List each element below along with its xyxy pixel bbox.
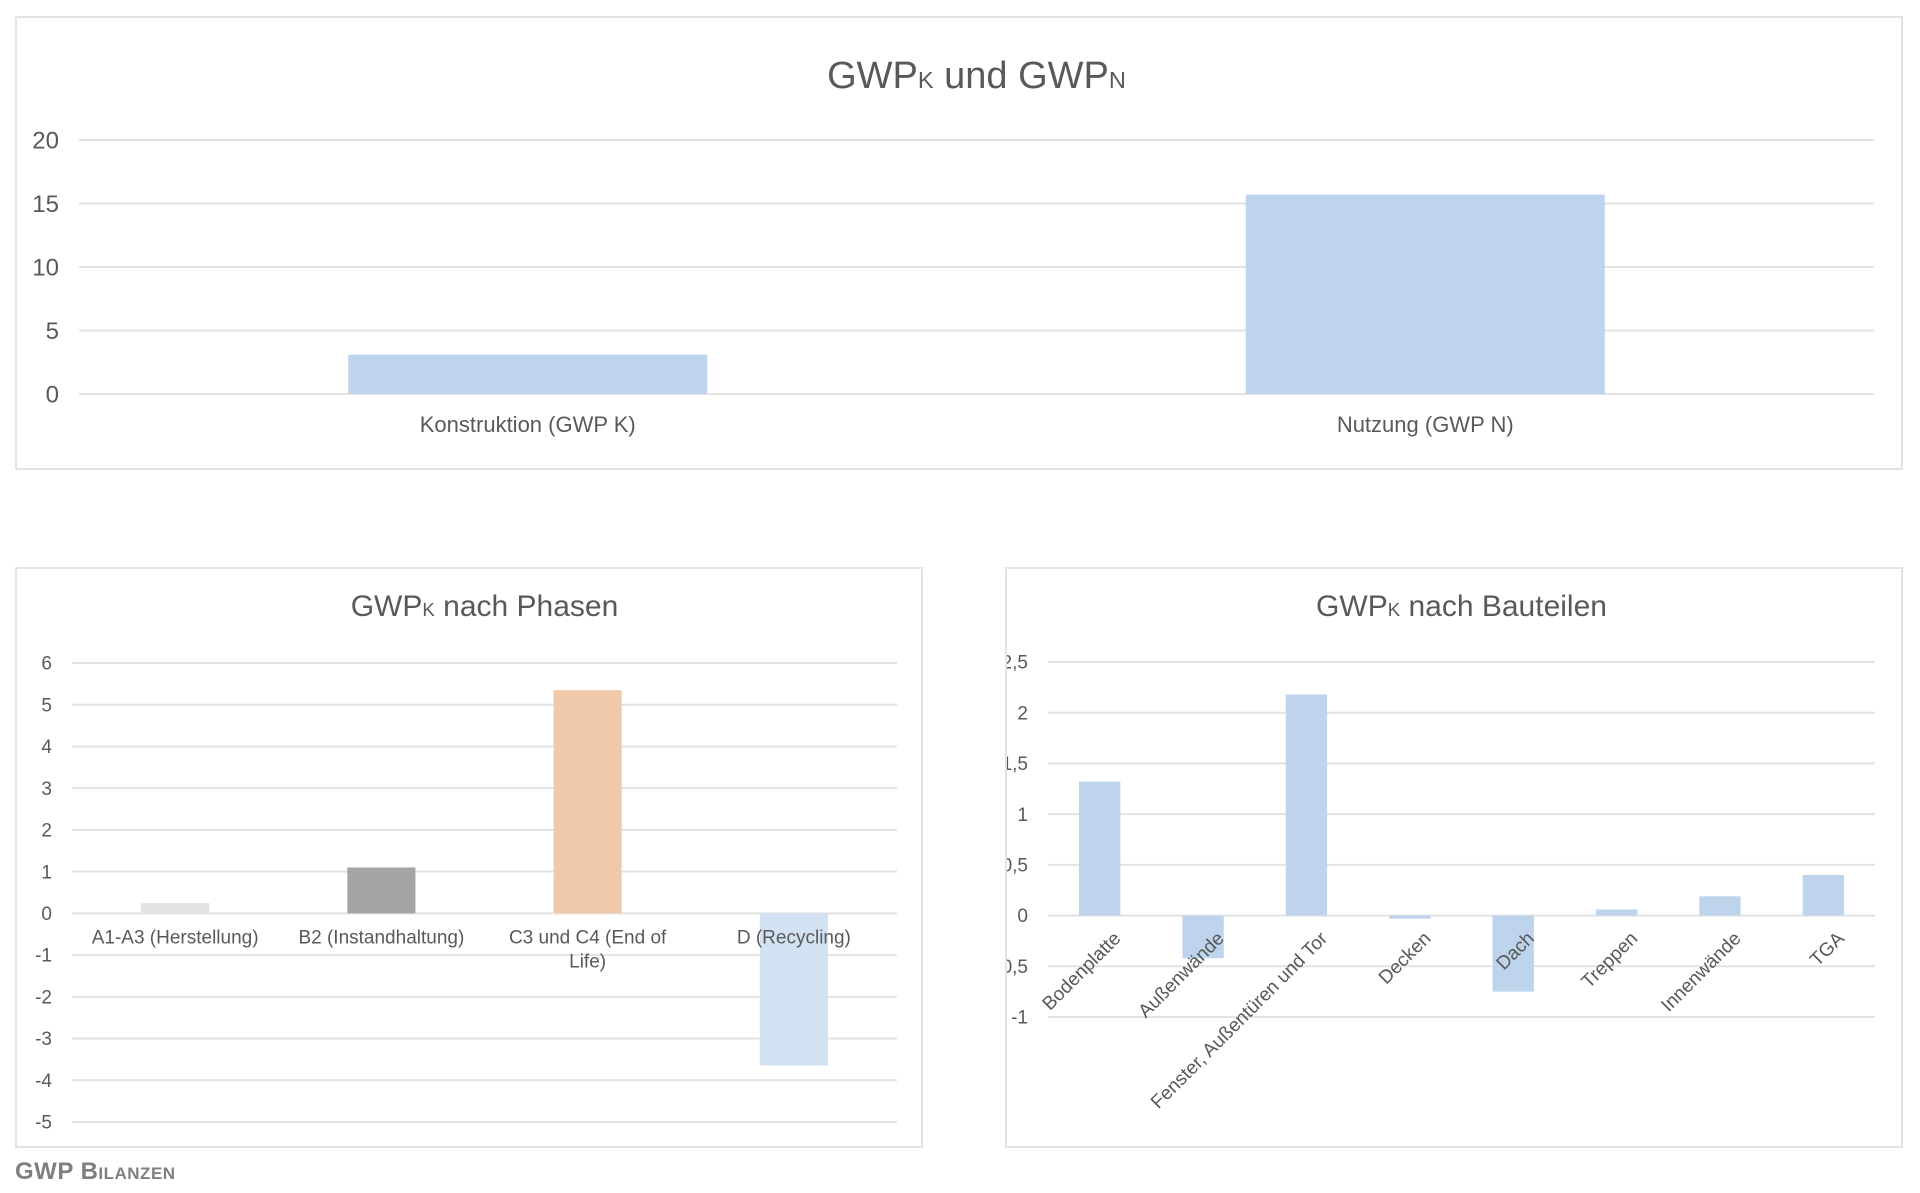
category-label: C3 und C4 (End of Life): [509, 927, 667, 972]
category-label-line: D (Recycling): [737, 927, 851, 948]
bar-tga: [1802, 875, 1844, 916]
y-tick-label: 1: [1017, 805, 1028, 826]
y-tick-label: 6: [41, 654, 52, 675]
category-label: D (Recycling): [737, 927, 851, 948]
chart-title-part: K: [422, 599, 435, 620]
y-tick-label: -1: [1011, 1008, 1028, 1029]
bar-b2-instandhaltung-: [347, 867, 416, 914]
category-label: B2 (Instandhaltung): [298, 927, 464, 948]
category-label: Decken: [1375, 928, 1435, 988]
bar-nutzung-gwp-n-: [1245, 194, 1605, 394]
y-tick-label: 15: [32, 191, 59, 218]
bar-fenster-au-ent-ren-und-tor: [1285, 694, 1328, 916]
y-tick-label: 5: [41, 695, 52, 716]
footer-title: GWP Bilanzen: [15, 1158, 176, 1185]
y-tick-label: 0: [1017, 906, 1028, 927]
chart-gwp-bauteile: GWPK nach Bauteilen -1 -0,5 0 0,5 1 1,5 2 2,5 Bod…: [995, 590, 1875, 1113]
chart-title-part: GWP: [351, 590, 423, 623]
bar-treppen: [1595, 909, 1638, 916]
y-tick-label: -2: [35, 987, 52, 1008]
chart-title-part: K: [1388, 599, 1401, 620]
y-tick-label: 1,5: [1007, 754, 1028, 775]
y-tick-label: 1: [41, 862, 52, 883]
bar-konstruktion-gwp-k-: [348, 354, 708, 394]
chart-title-part: GWP: [827, 55, 918, 97]
y-tick-label: 5: [46, 318, 59, 345]
category-label: Fenster, Außentüren und Tor: [1147, 928, 1332, 1113]
category-label-line: C3 und C4 (End of: [509, 927, 667, 948]
chart-gwp-phasen: GWPK nach Phasen -5 -4 -3 -2 -1 0 1 2 3 4 5 6 A1-A3 (…: [35, 590, 897, 1134]
y-tick-label: -0,5: [1007, 957, 1028, 978]
chart-title: GWPK nach Bauteilen: [1316, 590, 1607, 623]
category-label-line: Life): [569, 951, 606, 972]
chart-title-part: nach Bauteilen: [1400, 590, 1607, 623]
y-tick-label: 3: [41, 779, 52, 800]
category-label: Konstruktion (GWP K): [420, 412, 636, 437]
chart-panel-phasen: GWPK nach Phasen -5 -4 -3 -2 -1 0 1 2 3 4 5 6 A1-A3 (…: [15, 567, 923, 1148]
category-label: Innenwände: [1657, 928, 1745, 1016]
y-tick-label: 2: [41, 821, 52, 842]
bar-decken: [1389, 915, 1431, 919]
y-tick-label: -5: [35, 1113, 52, 1134]
chart-gwp-total: GWPK und GWPN 0 5 10 15 20 Konstruktion (GWP K…: [32, 55, 1874, 437]
chart-panel-bauteile: GWPK nach Bauteilen -1 -0,5 0 0,5 1 1,5 2 2,5 Bod…: [995, 567, 1903, 1148]
y-tick-label: 4: [41, 737, 52, 758]
chart-title-part: GWP: [1316, 590, 1388, 623]
bar-c3-und-c4-end-of-life-: [553, 690, 622, 914]
bar-au-enw-nde: [1182, 915, 1224, 959]
bar-dach: [1492, 915, 1534, 992]
chart-title-part: und GWP: [934, 55, 1109, 97]
category-label: A1-A3 (Herstellung): [92, 927, 259, 948]
y-tick-label: 0: [41, 904, 52, 925]
y-tick-label: 10: [32, 254, 59, 281]
category-label-line: B2 (Instandhaltung): [298, 927, 464, 948]
chart-title: GWPK und GWPN: [827, 55, 1126, 97]
y-tick-label: 2: [1017, 703, 1028, 724]
category-label: Treppen: [1578, 928, 1642, 992]
chart-title-part: K: [918, 67, 934, 93]
chart-panel-gwp-total: GWPK und GWPN 0 5 10 15 20 Konstruktion (GWP K…: [15, 16, 1903, 470]
category-label-line: A1-A3 (Herstellung): [92, 927, 259, 948]
bar-innenw-nde: [1699, 896, 1741, 916]
y-tick-label: 0,5: [1007, 856, 1028, 877]
chart-title: GWPK nach Phasen: [351, 590, 619, 623]
chart-title-part: nach Phasen: [435, 590, 618, 623]
y-tick-label: -4: [35, 1071, 52, 1092]
bar-a1-a3-herstellung-: [141, 902, 210, 914]
y-tick-label: 2,5: [1007, 653, 1028, 674]
y-tick-label: 0: [46, 381, 59, 408]
category-label: Bodenplatte: [1039, 928, 1126, 1015]
y-tick-label: 20: [32, 127, 59, 154]
bar-d-recycling-: [759, 913, 828, 1066]
bar-bodenplatte: [1079, 781, 1121, 916]
category-label: Nutzung (GWP N): [1337, 412, 1514, 437]
chart-title-part: N: [1109, 67, 1126, 93]
y-tick-label: -3: [35, 1029, 52, 1050]
y-tick-label: -1: [35, 946, 52, 967]
category-label: Außenwände: [1135, 928, 1229, 1022]
category-label: TGA: [1806, 928, 1849, 971]
